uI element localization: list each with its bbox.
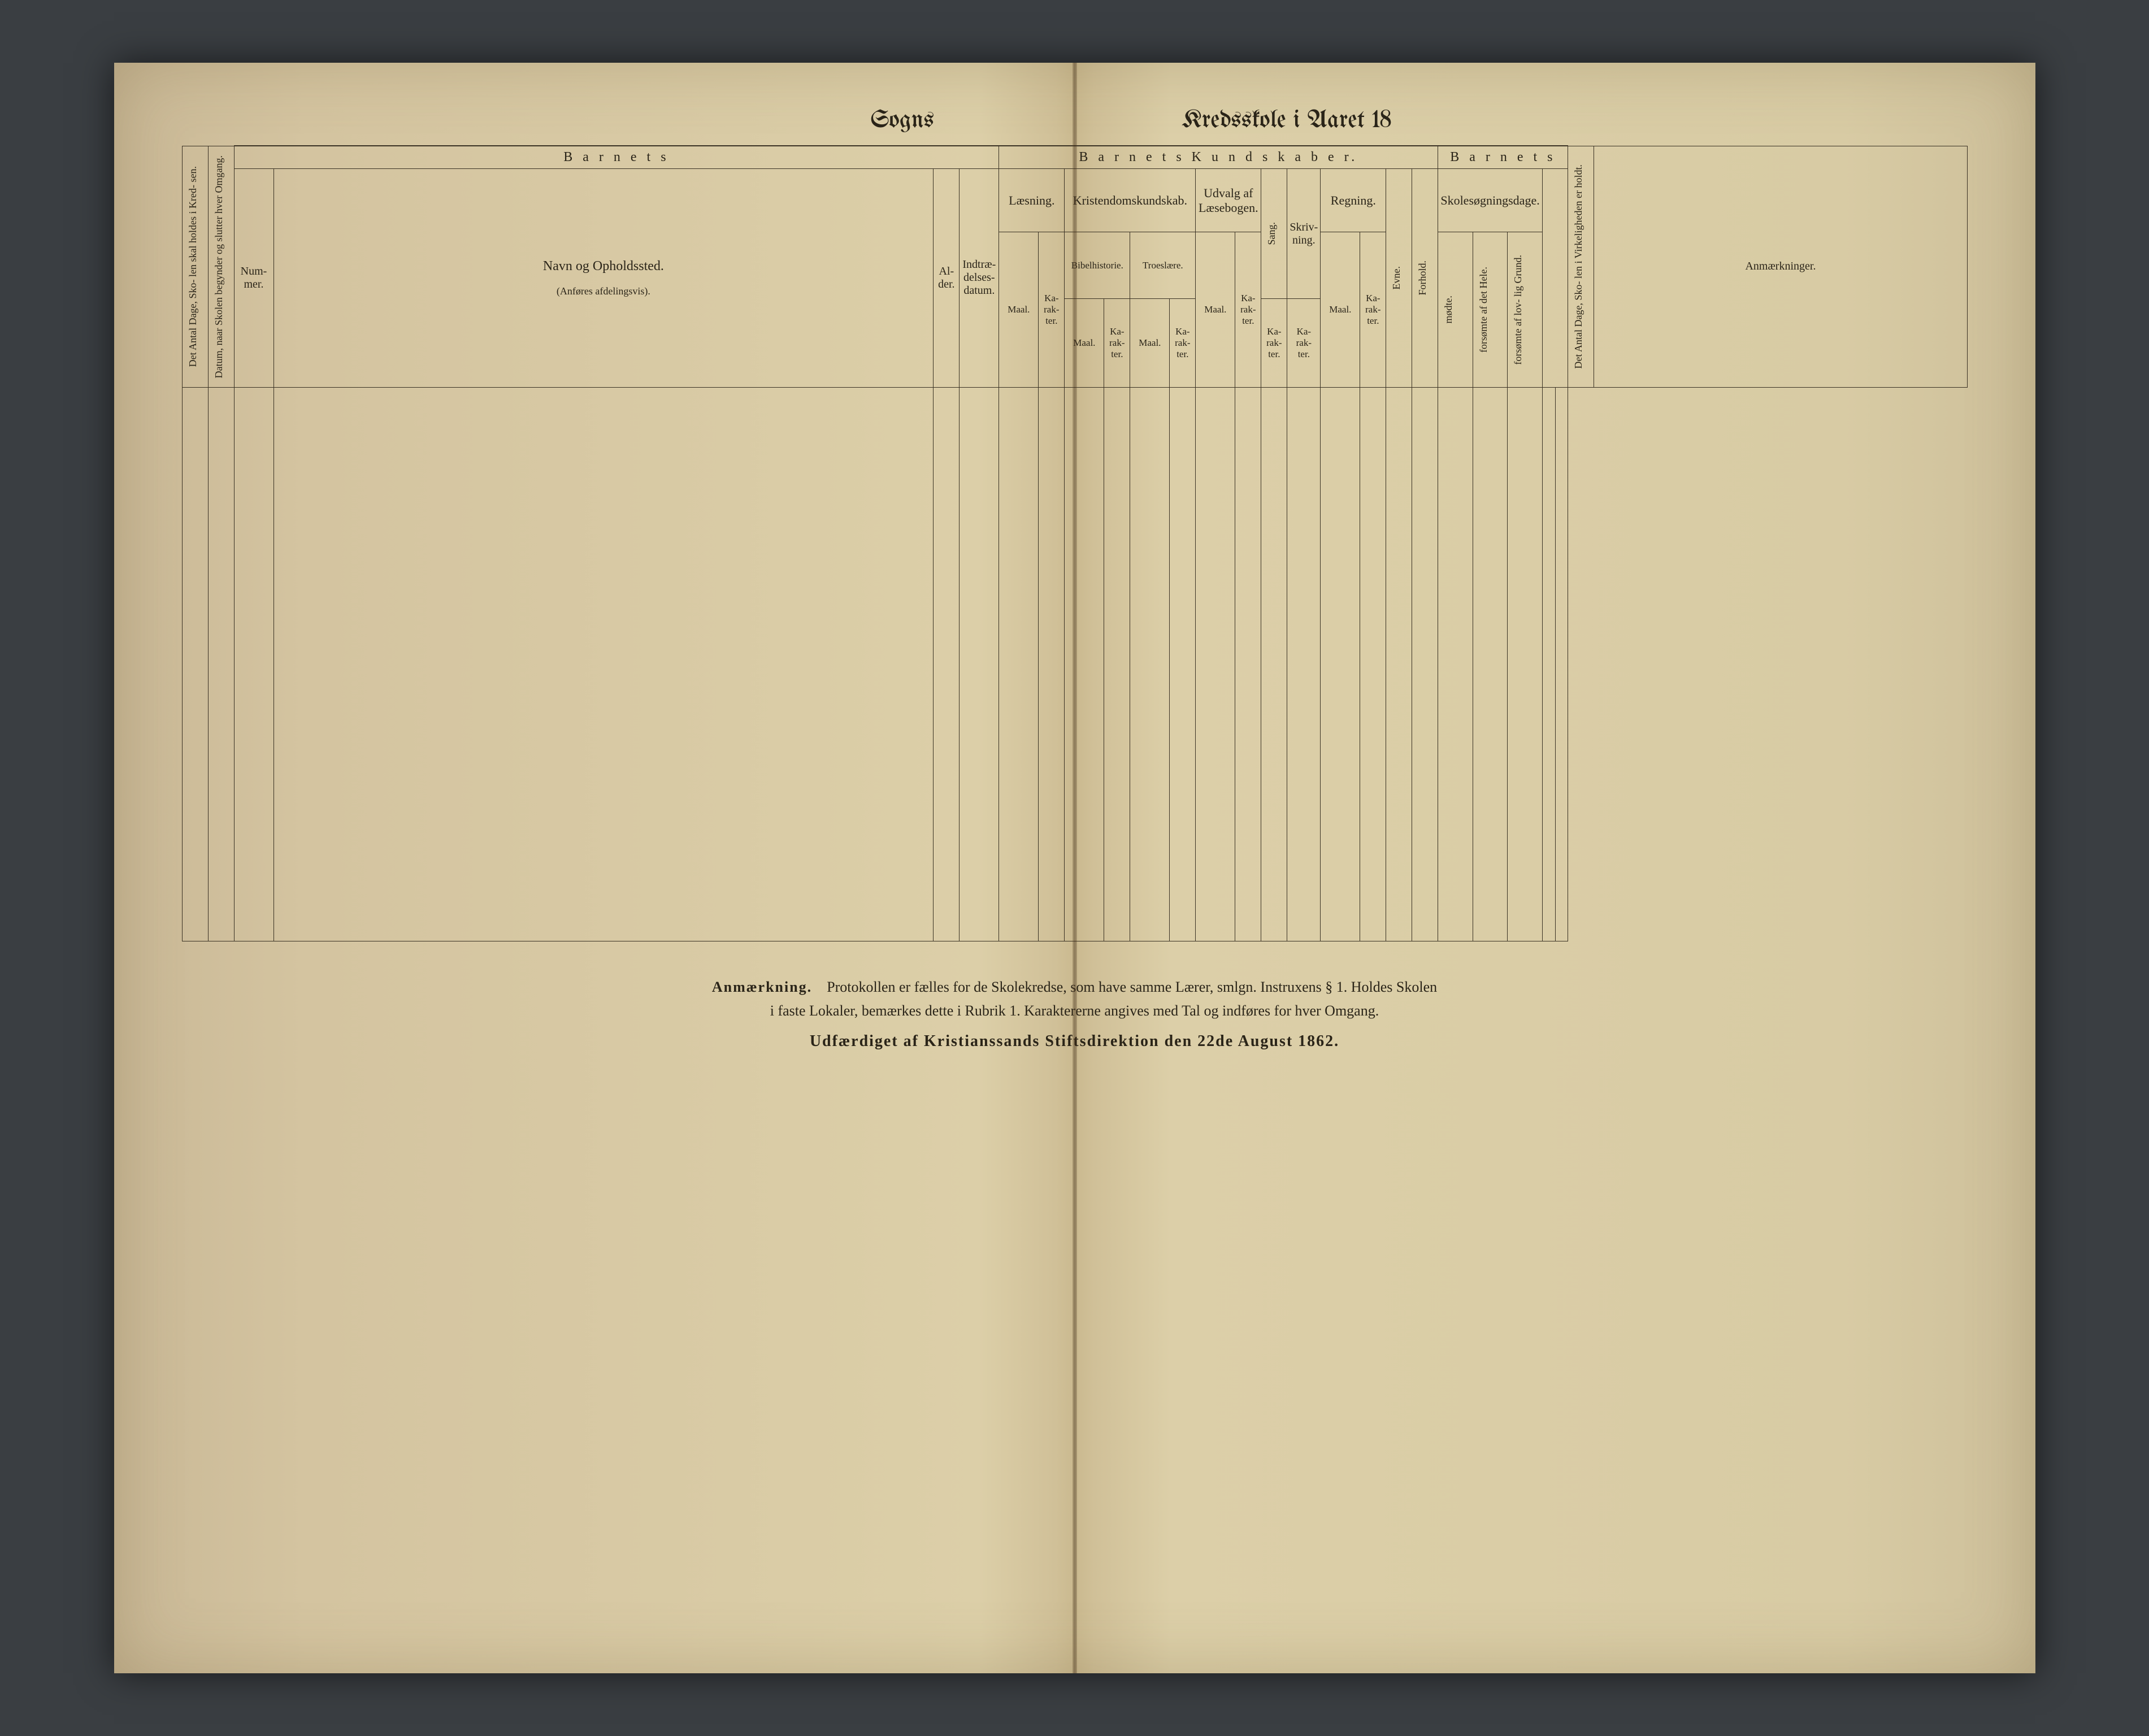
col-skriv: Skriv- ning. xyxy=(1287,169,1321,299)
cell xyxy=(1555,387,1568,941)
footnote-issued: Udfærdiget af Kristianssands Stiftsdirek… xyxy=(182,1029,1968,1054)
cell xyxy=(934,387,960,941)
cell xyxy=(1360,387,1386,941)
cell xyxy=(1130,387,1170,941)
col-antal-kreds: Det Antal Dage, Sko- len skal holdes i K… xyxy=(182,146,208,387)
col-nummer: Num- mer. xyxy=(234,169,273,388)
cell xyxy=(1321,387,1360,941)
cell xyxy=(208,387,234,941)
footnote-line1: Protokollen er fælles for de Skolekredse… xyxy=(827,979,1437,995)
bib-kar: Ka- rak- ter. xyxy=(1104,299,1130,388)
ledger-table: Det Antal Dage, Sko- len skal holdes i K… xyxy=(182,145,1968,941)
cell xyxy=(1508,387,1542,941)
cell xyxy=(1196,387,1235,941)
col-forhold: Forhold. xyxy=(1412,169,1438,388)
col-bibel: Bibelhistorie. xyxy=(1065,232,1130,299)
cell xyxy=(1287,387,1321,941)
table-body xyxy=(182,387,1967,941)
col-troes: Troeslære. xyxy=(1130,232,1196,299)
cell xyxy=(1386,387,1412,941)
empty-body-row xyxy=(182,387,1967,941)
cell xyxy=(273,387,934,941)
group-row: Det Antal Dage, Sko- len skal holdes i K… xyxy=(182,146,1967,169)
udv-maal: Maal. xyxy=(1196,232,1235,388)
navn-label: Navn og Opholdssted. xyxy=(276,259,931,274)
col-evne: Evne. xyxy=(1386,169,1412,388)
col-indtraed: Indtræ- delses- datum. xyxy=(960,169,999,388)
col-alder: Al- der. xyxy=(934,169,960,388)
col-navn: Navn og Opholdssted. (Anføres afdelingsv… xyxy=(273,169,934,388)
footnote-line2: i faste Lokaler, bemærkes dette i Rubrik… xyxy=(182,999,1968,1023)
cell xyxy=(1542,387,1555,941)
tro-maal: Maal. xyxy=(1130,299,1170,388)
title-left: Sogns xyxy=(870,108,934,134)
open-book: Sogns Kredsskole i Aaret 18 Det Antal Da… xyxy=(114,63,2035,1673)
col-fors-lov: forsømte af lov- lig Grund. xyxy=(1508,232,1542,388)
bib-maal: Maal. xyxy=(1065,299,1104,388)
footnote: Anmærkning. Protokollen er fælles for de… xyxy=(182,975,1968,1054)
laes-maal: Maal. xyxy=(999,232,1039,388)
cell xyxy=(182,387,208,941)
cell xyxy=(1473,387,1507,941)
cell xyxy=(1412,387,1438,941)
cell xyxy=(1438,387,1473,941)
col-kristen: Kristendomskundskab. xyxy=(1065,169,1196,232)
group-barnets-2: B a r n e t s xyxy=(1438,146,1568,169)
footnote-label: Anmærkning. xyxy=(712,979,812,995)
cell xyxy=(1039,387,1065,941)
cell xyxy=(999,387,1039,941)
cell xyxy=(960,387,999,941)
cell xyxy=(1104,387,1130,941)
udv-kar: Ka- rak- ter. xyxy=(1235,232,1261,388)
cell xyxy=(1170,387,1196,941)
table-head: Det Antal Dage, Sko- len skal holdes i K… xyxy=(182,146,1967,387)
navn-sub: (Anføres afdelingsvis). xyxy=(276,285,931,297)
reg-maal: Maal. xyxy=(1321,232,1360,388)
laes-kar: Ka- rak- ter. xyxy=(1039,232,1065,388)
cell xyxy=(1065,387,1104,941)
col-modte: mødte. xyxy=(1438,232,1473,388)
col-anmaerk: Anmærkninger. xyxy=(1594,146,1967,387)
col-regning: Regning. xyxy=(1321,169,1386,232)
cell xyxy=(1261,387,1287,941)
sang-kar: Ka- rak- ter. xyxy=(1261,299,1287,388)
col-antal-virk: Det Antal Dage, Sko- len i Virkeligheden… xyxy=(1568,146,1594,387)
title-row: Sogns Kredsskole i Aaret 18 xyxy=(182,108,1968,134)
col-sang: Sang. xyxy=(1261,169,1287,299)
group-barnets-1: B a r n e t s xyxy=(234,146,999,169)
skriv-kar: Ka- rak- ter. xyxy=(1287,299,1321,388)
col-skolesoeg: Skolesøgningsdage. xyxy=(1438,169,1542,232)
title-right: Kredsskole i Aaret 18 xyxy=(1182,108,1392,134)
footnote-text: Anmærkning. Protokollen er fælles for de… xyxy=(182,975,1968,999)
page-spread: Sogns Kredsskole i Aaret 18 Det Antal Da… xyxy=(182,108,1968,1054)
col-udvalg: Udvalg af Læsebogen. xyxy=(1196,169,1261,232)
group-kundskaber: B a r n e t s K u n d s k a b e r. xyxy=(999,146,1438,169)
col-datum: Datum, naar Skolen begynder og slutter h… xyxy=(208,146,234,387)
col-laesning: Læsning. xyxy=(999,169,1065,232)
col-fors-hele: forsømte af det Hele. xyxy=(1473,232,1507,388)
cell xyxy=(234,387,273,941)
tro-kar: Ka- rak- ter. xyxy=(1170,299,1196,388)
reg-kar: Ka- rak- ter. xyxy=(1360,232,1386,388)
cell xyxy=(1235,387,1261,941)
